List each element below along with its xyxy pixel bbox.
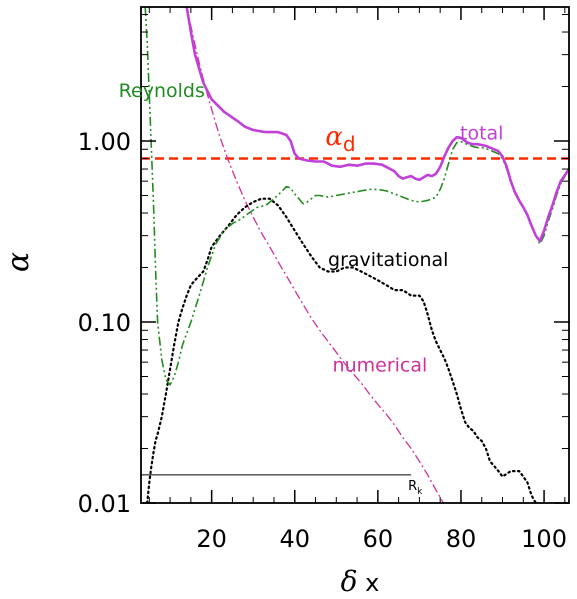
series-total-line xyxy=(185,7,569,243)
y-axis-label: α xyxy=(1,252,36,272)
annotation-total-label: total xyxy=(460,122,503,144)
y-tick-label: 1.00 xyxy=(78,128,131,156)
series-gravitational-line xyxy=(146,197,537,503)
annotation-gravitational-label: gravitational xyxy=(328,249,448,271)
x-tick-label: 20 xyxy=(196,525,227,553)
annotation-reynolds-label: Reynolds xyxy=(119,80,205,102)
x-axis-label: δ x xyxy=(341,565,380,598)
y-tick-label: 0.10 xyxy=(78,309,131,337)
rk-label: Rk xyxy=(408,479,423,497)
x-tick-label: 100 xyxy=(521,525,567,553)
series-numerical-line xyxy=(186,7,445,503)
x-tick-label: 80 xyxy=(446,525,477,553)
x-tick-label: 60 xyxy=(363,525,394,553)
series-reynolds-line xyxy=(144,7,569,386)
y-tick-label: 0.01 xyxy=(78,490,131,518)
annotation-numerical-label: numerical xyxy=(333,354,428,376)
plot-frame xyxy=(140,6,570,504)
x-tick-label: 40 xyxy=(279,525,310,553)
alpha-d-label: αd xyxy=(325,122,355,156)
